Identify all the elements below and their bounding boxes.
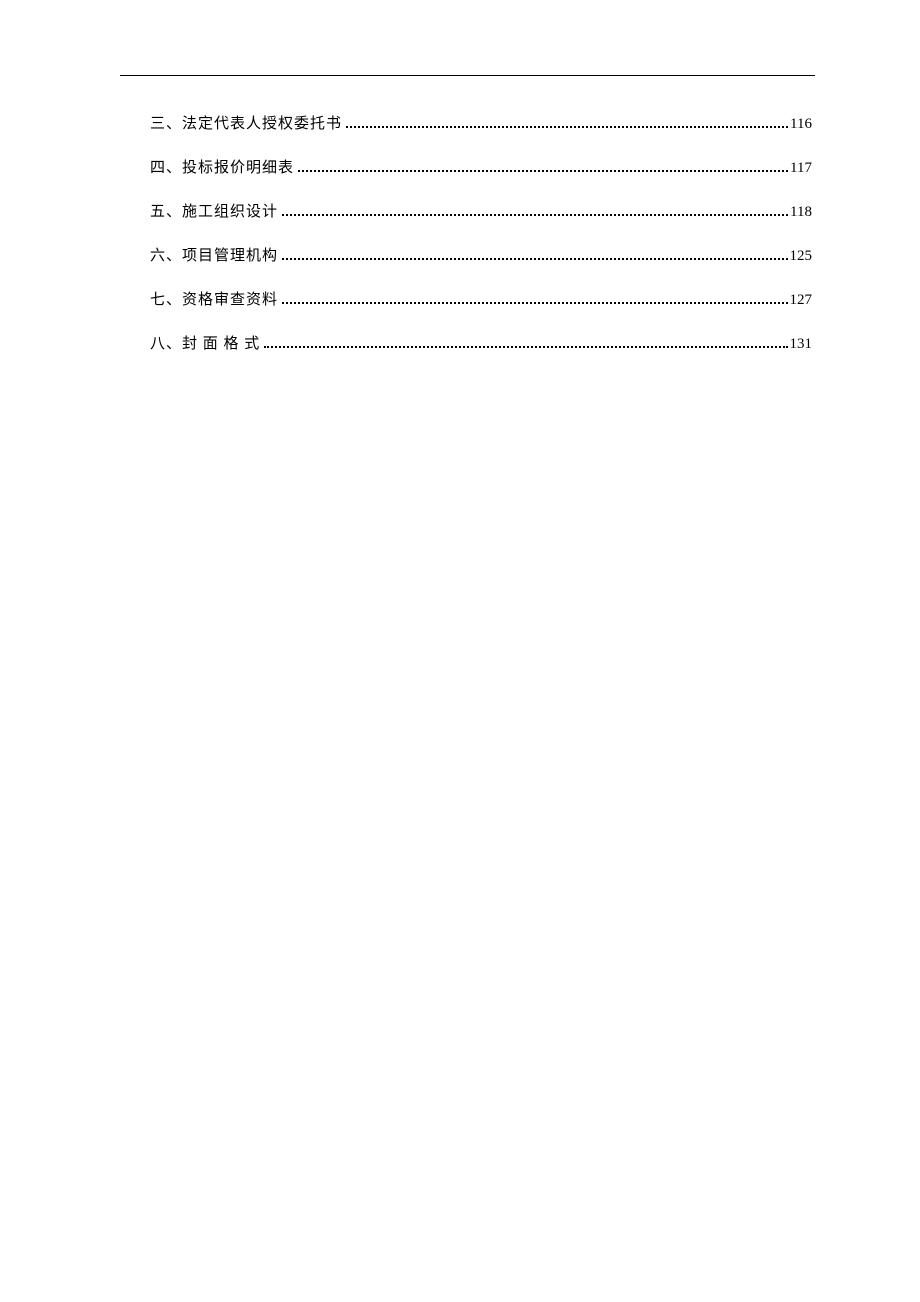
- toc-label: 四、投标报价明细表: [150, 158, 294, 179]
- header-rule: [120, 75, 815, 76]
- toc-dots: [282, 302, 787, 304]
- toc-dots: [282, 258, 787, 260]
- toc-entry: 四、投标报价明细表 117: [150, 158, 812, 179]
- toc-page-number: 127: [790, 290, 813, 311]
- toc-page-number: 116: [790, 114, 812, 135]
- toc-label: 六、项目管理机构: [150, 246, 278, 267]
- toc-entry: 五、施工组织设计 118: [150, 202, 812, 223]
- toc-entry: 六、项目管理机构 125: [150, 246, 812, 267]
- toc-label: 八、封 面 格 式: [150, 334, 260, 355]
- toc-entry: 八、封 面 格 式 131: [150, 334, 812, 355]
- toc-list: 三、法定代表人授权委托书 116 四、投标报价明细表 117 五、施工组织设计 …: [100, 114, 820, 355]
- toc-label: 三、法定代表人授权委托书: [150, 114, 342, 135]
- toc-label: 五、施工组织设计: [150, 202, 278, 223]
- toc-label: 七、资格审查资料: [150, 290, 278, 311]
- toc-page-number: 118: [790, 202, 812, 223]
- toc-page-number: 117: [790, 158, 812, 179]
- toc-dots: [282, 214, 788, 216]
- toc-dots: [264, 346, 787, 348]
- toc-dots: [346, 126, 788, 128]
- toc-entry: 三、法定代表人授权委托书 116: [150, 114, 812, 135]
- toc-page-number: 125: [790, 246, 813, 267]
- toc-page-number: 131: [790, 334, 813, 355]
- toc-entry: 七、资格审查资料 127: [150, 290, 812, 311]
- toc-dots: [298, 170, 788, 172]
- page-container: 三、法定代表人授权委托书 116 四、投标报价明细表 117 五、施工组织设计 …: [0, 0, 920, 355]
